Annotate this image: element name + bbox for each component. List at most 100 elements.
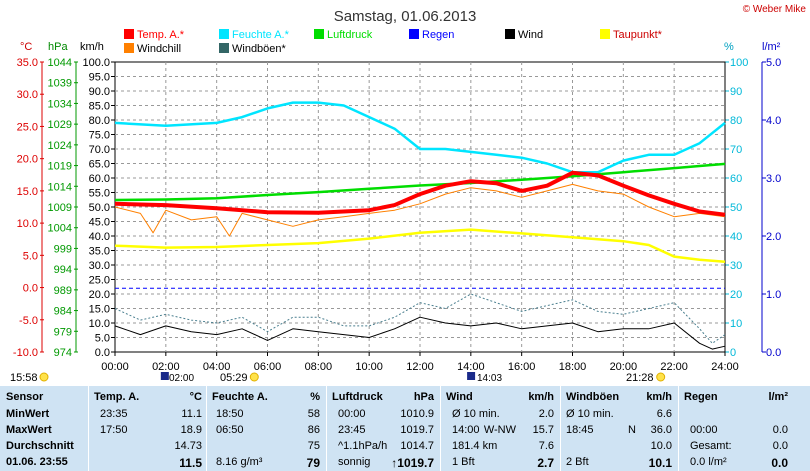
moon-icon-2 xyxy=(160,372,169,380)
humidity-tick-label: 90 xyxy=(730,86,742,98)
series-windb-en xyxy=(114,293,726,344)
hdr-sensor: Sensor xyxy=(6,391,44,403)
cell-w-val: 2.0 xyxy=(538,408,554,420)
pressure-tick-label: 1039 xyxy=(48,78,72,90)
wind-tick-label: 80.0 xyxy=(89,115,110,127)
sun-mark-14: 14:03 xyxy=(477,373,502,384)
cell-h-time: 18:50 xyxy=(216,408,244,420)
legend-label-windchill: Windchill xyxy=(137,43,181,55)
temp-tick-label: 0.0 xyxy=(23,283,38,295)
x-tick-label: 02:00 xyxy=(152,361,180,373)
wind-tick-label: 25.0 xyxy=(89,275,110,287)
wind-tick-label: 55.0 xyxy=(89,188,110,200)
legend-swatch-dewpoint xyxy=(600,29,610,39)
hdr-temp-unit: °C xyxy=(189,391,202,403)
grid xyxy=(115,62,725,352)
hdr-press-unit: hPa xyxy=(413,391,434,403)
legend-label-temp: Temp. A.* xyxy=(137,29,185,41)
summary-table: Sensor Temp. A. °C Feuchte A. % Luftdruc… xyxy=(0,386,810,471)
cell-w-b: W-NW xyxy=(483,424,516,436)
wind-tick-label: 45.0 xyxy=(89,217,110,229)
cell-w-a: Ø 10 min. xyxy=(452,408,500,420)
series-wind xyxy=(114,316,726,350)
x-tick-label: 10:00 xyxy=(355,361,383,373)
cell-w-a: 1 Bft xyxy=(452,456,475,468)
legend: Temp. A.* Feuchte A.* Luftdruck Regen Wind Ta… xyxy=(124,29,663,55)
temp-tick-label: -5.0 xyxy=(19,315,38,327)
wind-tick-label: 75.0 xyxy=(89,130,110,142)
temp-tick-label: -10.0 xyxy=(13,347,38,359)
temp-tick-label: 35.0 xyxy=(17,57,38,69)
cell-t-time: 17:50 xyxy=(100,424,128,436)
temp-tick-label: 10.0 xyxy=(17,218,38,230)
x-tick-label: 14:00 xyxy=(457,361,485,373)
cell-h-val: 79 xyxy=(306,456,320,470)
humidity-tick-label: 30 xyxy=(730,260,742,272)
cell-g-val: 36.0 xyxy=(650,424,672,436)
cell-r-val: 0.0 xyxy=(771,456,788,470)
cell-r-a: Gesamt: xyxy=(690,440,732,452)
cell-g-b: N xyxy=(628,424,636,436)
series-temp-a xyxy=(114,170,726,217)
humidity-tick-label: 100 xyxy=(730,57,748,69)
humidity-tick-label: 40 xyxy=(730,231,742,243)
x-tick-label: 22:00 xyxy=(660,361,688,373)
cell-t-val: 11.1 xyxy=(181,408,202,420)
cell-t-val: 18.9 xyxy=(180,424,202,436)
hdr-rain: Regen xyxy=(684,391,718,403)
cell-t-val: 14.73 xyxy=(174,440,202,452)
x-tick-label: 06:00 xyxy=(254,361,282,373)
humidity-tick-label: 60 xyxy=(730,173,742,185)
cell-label: MinWert xyxy=(6,408,50,420)
sunrise-time: 05:29 xyxy=(220,372,248,384)
hdr-press: Luftdruck xyxy=(332,391,383,403)
cell-w-val: 2.7 xyxy=(537,456,554,470)
cell-r-a: 0.0 l/m² xyxy=(690,456,727,468)
sun-events: 15:58 05:29 21:28 02:00 14:03 xyxy=(10,372,666,384)
legend-label-pressure: Luftdruck xyxy=(327,29,373,41)
pressure-tick-label: 984 xyxy=(54,306,72,318)
pressure-unit: hPa xyxy=(48,41,68,53)
wind-tick-label: 20.0 xyxy=(89,289,110,301)
pressure-tick-label: 1019 xyxy=(48,161,72,173)
wind-tick-label: 70.0 xyxy=(89,144,110,156)
humidity-tick-label: 80 xyxy=(730,115,742,127)
sun-icon xyxy=(39,372,49,382)
hdr-wind-unit: km/h xyxy=(528,391,554,403)
cell-w-val: 7.6 xyxy=(538,440,554,452)
legend-swatch-windchill xyxy=(124,43,134,53)
cell-r-a: 00:00 xyxy=(690,424,718,436)
copyright: © Weber Mike xyxy=(743,4,807,15)
series-feuchte-a xyxy=(114,101,726,174)
sunrise-icon xyxy=(249,372,259,382)
humidity-tick-label: 20 xyxy=(730,289,742,301)
cell-g-a: 18:45 xyxy=(566,424,594,436)
x-tick-label: 00:00 xyxy=(101,361,129,373)
pressure-tick-label: 1004 xyxy=(48,223,72,235)
wind-tick-label: 30.0 xyxy=(89,260,110,272)
pressure-tick-label: 1024 xyxy=(48,140,72,152)
x-axis: 00:00 02:00 04:00 06:00 08:00 10:00 12:00 14:00… xyxy=(101,352,739,373)
cell-g-val: 10.0 xyxy=(650,440,672,452)
cell-p-time: 00:00 xyxy=(338,408,366,420)
x-tick-label: 08:00 xyxy=(305,361,333,373)
cell-h-time: 06:50 xyxy=(216,424,244,436)
humidity-tick-label: 70 xyxy=(730,144,742,156)
wind-unit: km/h xyxy=(80,41,104,53)
cell-p-val: 1019.7 xyxy=(400,424,434,436)
hdr-hum: Feuchte A. xyxy=(212,391,268,403)
pressure-tick-label: 1029 xyxy=(48,119,72,131)
cell-g-a: Ø 10 min. xyxy=(566,408,614,420)
wind-tick-label: 35.0 xyxy=(89,246,110,258)
x-tick-label: 18:00 xyxy=(559,361,587,373)
wind-tick-label: 95.0 xyxy=(89,72,110,84)
legend-label-gust: Windböen* xyxy=(232,43,287,55)
wind-tick-label: 85.0 xyxy=(89,101,110,113)
wind-tick-label: 100.0 xyxy=(82,57,110,69)
left-time: 15:58 xyxy=(10,372,38,384)
table-row: 01.06. 23:55 11.5 8.16 g/m³ 79 sonnig ↑1019.7… xyxy=(0,455,810,471)
sun-mark-2: 02:00 xyxy=(169,373,194,384)
cell-p-time: ^1.1hPa/h xyxy=(338,440,388,452)
x-tick-label: 16:00 xyxy=(508,361,536,373)
